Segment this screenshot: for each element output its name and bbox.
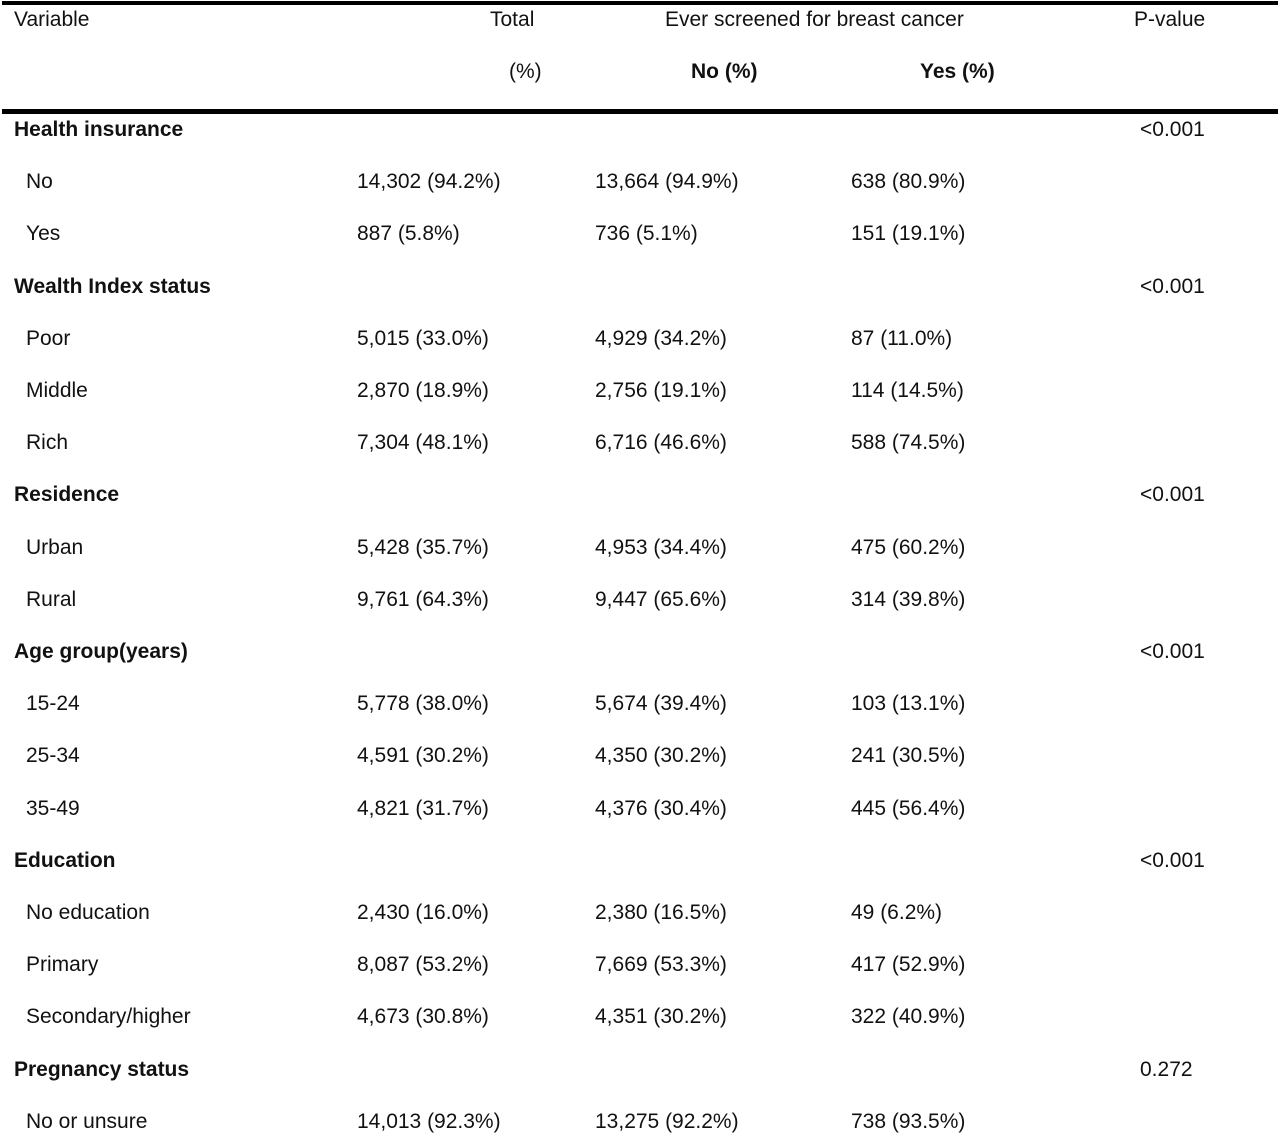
row-yes-screened: 445 (56.4%) [851,797,966,820]
row-total: 4,673 (30.8%) [357,1005,489,1028]
header-no: No (%) [691,60,758,83]
row-no-screened: 2,756 (19.1%) [595,379,727,402]
section-label: Education [14,849,116,872]
row-no-screened: 4,350 (30.2%) [595,744,727,767]
section-pvalue: <0.001 [1140,849,1205,872]
section-label: Age group(years) [14,640,188,663]
row-yes-screened: 475 (60.2%) [851,536,966,559]
row-yes-screened: 588 (74.5%) [851,431,966,454]
row-no-screened: 736 (5.1%) [595,222,698,245]
row-label: Rich [26,431,69,454]
row-total: 7,304 (48.1%) [357,431,489,454]
section-pvalue: <0.001 [1140,640,1205,663]
row-yes-screened: 322 (40.9%) [851,1005,966,1028]
row-yes-screened: 87 (11.0%) [851,327,953,350]
row-label: Poor [26,327,71,350]
header-total: Total [490,8,535,31]
header-total-unit: (%) [509,60,542,83]
section-label: Wealth Index status [14,275,211,298]
row-label: No or unsure [26,1110,148,1133]
row-no-screened: 6,716 (46.6%) [595,431,727,454]
row-yes-screened: 738 (93.5%) [851,1110,966,1133]
row-total: 14,013 (92.3%) [357,1110,501,1133]
row-yes-screened: 49 (6.2%) [851,901,943,924]
row-label: No education [26,901,150,924]
row-no-screened: 7,669 (53.3%) [595,953,727,976]
row-label: No [26,170,53,193]
row-total: 5,428 (35.7%) [357,536,489,559]
row-label: Primary [26,953,99,976]
table-top-rule [2,1,1278,5]
row-no-screened: 4,376 (30.4%) [595,797,727,820]
section-pvalue: <0.001 [1140,275,1205,298]
row-no-screened: 13,275 (92.2%) [595,1110,739,1133]
row-no-screened: 2,380 (16.5%) [595,901,727,924]
row-no-screened: 5,674 (39.4%) [595,692,727,715]
row-no-screened: 9,447 (65.6%) [595,588,727,611]
row-total: 9,761 (64.3%) [357,588,489,611]
row-yes-screened: 103 (13.1%) [851,692,966,715]
row-no-screened: 4,953 (34.4%) [595,536,727,559]
section-label: Health insurance [14,118,184,141]
row-label: 15-24 [26,692,80,715]
row-total: 14,302 (94.2%) [357,170,501,193]
row-label: Rural [26,588,77,611]
header-yes: Yes (%) [920,60,995,83]
row-yes-screened: 638 (80.9%) [851,170,966,193]
row-total: 8,087 (53.2%) [357,953,489,976]
row-label: Secondary/higher [26,1005,191,1028]
row-label: 25-34 [26,744,80,767]
row-total: 4,821 (31.7%) [357,797,489,820]
section-label: Residence [14,483,120,506]
row-label: Urban [26,536,84,559]
header-variable: Variable [14,8,90,31]
row-label: Middle [26,379,88,402]
row-total: 5,778 (38.0%) [357,692,489,715]
row-yes-screened: 241 (30.5%) [851,744,966,767]
row-yes-screened: 417 (52.9%) [851,953,966,976]
row-no-screened: 4,351 (30.2%) [595,1005,727,1028]
table-header-rule [2,109,1278,114]
section-label: Pregnancy status [14,1058,190,1081]
row-yes-screened: 314 (39.8%) [851,588,966,611]
row-total: 2,870 (18.9%) [357,379,489,402]
row-no-screened: 4,929 (34.2%) [595,327,727,350]
row-yes-screened: 151 (19.1%) [851,222,966,245]
row-label: 35-49 [26,797,80,820]
row-label: Yes [26,222,61,245]
row-total: 4,591 (30.2%) [357,744,489,767]
row-total: 5,015 (33.0%) [357,327,489,350]
row-yes-screened: 114 (14.5%) [851,379,964,402]
section-pvalue: 0.272 [1140,1058,1193,1081]
header-group: Ever screened for breast cancer [665,8,964,31]
row-total: 887 (5.8%) [357,222,460,245]
section-pvalue: <0.001 [1140,483,1205,506]
row-total: 2,430 (16.0%) [357,901,489,924]
section-pvalue: <0.001 [1140,118,1205,141]
row-no-screened: 13,664 (94.9%) [595,170,739,193]
header-pvalue: P-value [1134,8,1206,31]
